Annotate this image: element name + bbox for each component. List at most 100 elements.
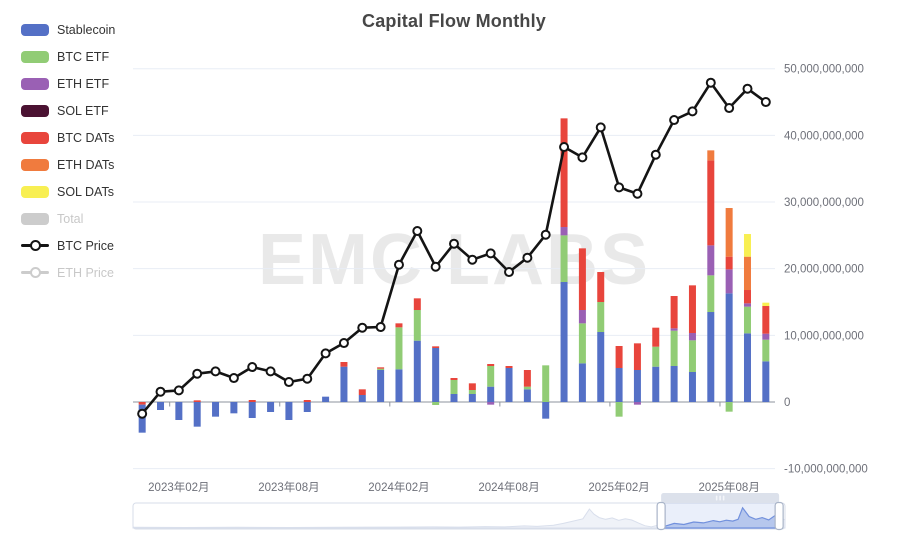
- price-marker: [669, 115, 680, 126]
- bar-segment: [523, 389, 531, 402]
- bar-segment: [450, 380, 458, 395]
- legend-item-eth-price[interactable]: ETH Price: [21, 259, 115, 286]
- legend-item-btc-dats[interactable]: BTC DATs: [21, 124, 115, 151]
- navigator-right-handle[interactable]: [774, 501, 784, 531]
- price-marker: [265, 366, 276, 377]
- price-marker: [320, 348, 331, 359]
- bar-segment: [670, 366, 678, 402]
- bar-segment: [450, 394, 458, 402]
- price-marker: [430, 261, 441, 272]
- bar-segment: [707, 312, 715, 402]
- bar-segment: [560, 282, 568, 402]
- bar-segment-negative: [230, 402, 238, 414]
- bar-segment: [762, 306, 770, 334]
- bar-segment: [505, 366, 513, 369]
- bar-segment: [340, 362, 348, 367]
- bar-segment-negative: [193, 402, 201, 427]
- bar-segment: [487, 364, 495, 367]
- price-marker: [357, 322, 368, 333]
- bar-segment: [395, 369, 403, 402]
- legend-line-symbol: [21, 267, 49, 278]
- bar-segment: [743, 290, 751, 304]
- bar-segment-negative: [432, 402, 440, 405]
- legend-item-btc-price[interactable]: BTC Price: [21, 232, 115, 259]
- legend-item-sol-etf[interactable]: SOL ETF: [21, 97, 115, 124]
- bar-segment: [725, 208, 733, 257]
- price-marker: [632, 188, 643, 199]
- bar-segment: [413, 310, 421, 341]
- y-axis-label: 30,000,000,000: [784, 197, 864, 209]
- legend-item-btc-etf[interactable]: BTC ETF: [21, 43, 115, 70]
- legend-item-eth-dats[interactable]: ETH DATs: [21, 151, 115, 178]
- price-marker: [522, 252, 533, 263]
- bar-segment: [542, 365, 550, 402]
- navigator-left-handle[interactable]: [656, 501, 666, 531]
- bar-segment: [597, 332, 605, 402]
- bar-segment: [578, 310, 586, 324]
- price-marker: [302, 373, 313, 384]
- y-axis-label: 50,000,000,000: [784, 64, 864, 76]
- price-marker: [742, 83, 753, 94]
- legend-label: BTC DATs: [57, 130, 115, 145]
- bar-segment: [560, 235, 568, 283]
- bar-segment: [487, 386, 495, 402]
- bar-segment-negative: [267, 402, 275, 412]
- bar-segment-negative: [175, 402, 183, 420]
- bar-segment: [743, 303, 751, 307]
- bar-segment: [468, 383, 476, 391]
- legend-label: Stablecoin: [57, 22, 116, 37]
- legend-item-sol-dats[interactable]: SOL DATs: [21, 178, 115, 205]
- price-marker: [687, 106, 698, 117]
- page-title: Capital Flow Monthly: [362, 11, 546, 31]
- bar-segment: [688, 285, 696, 334]
- price-marker: [559, 142, 570, 153]
- bar-segment: [743, 234, 751, 257]
- grip-dots-icon: [715, 495, 718, 501]
- bar-segment: [652, 327, 660, 347]
- bar-segment-negative: [542, 402, 550, 419]
- bar-segment: [707, 150, 715, 161]
- price-marker: [485, 248, 496, 259]
- bar-segment: [322, 396, 330, 402]
- bar-segment-negative: [725, 402, 733, 412]
- bar-segment: [707, 160, 715, 246]
- bar-segment: [578, 248, 586, 311]
- legend-label: Total: [57, 211, 84, 226]
- price-marker: [155, 386, 166, 397]
- bar-segment: [432, 348, 440, 402]
- legend-item-stablecoin[interactable]: Stablecoin: [21, 16, 115, 43]
- bar-segment: [597, 302, 605, 333]
- legend-swatch: [21, 131, 49, 144]
- bar-segment: [248, 400, 256, 402]
- bar-segment: [377, 367, 385, 369]
- price-marker: [449, 238, 459, 249]
- bar-segment: [560, 118, 568, 228]
- bar-segment: [358, 395, 366, 402]
- bar-segment-negative: [212, 402, 220, 417]
- price-marker: [247, 362, 258, 373]
- legend-item-eth-etf[interactable]: ETH ETF: [21, 70, 115, 97]
- bar-segment: [725, 256, 733, 270]
- navigator-selected-area: [661, 506, 780, 529]
- bar-segment: [670, 296, 678, 329]
- legend-line-marker: [29, 240, 41, 251]
- bar-segment-negative: [615, 402, 623, 417]
- legend-label: BTC ETF: [57, 49, 110, 64]
- legend-label: ETH ETF: [57, 76, 110, 91]
- bar-segment: [762, 339, 770, 362]
- bar-segment: [358, 389, 366, 396]
- bar-segment: [707, 245, 715, 276]
- legend: Stablecoin BTC ETF ETH ETF SOL ETF BTC DATs E…: [21, 16, 115, 286]
- x-axis-label: 2024年02月: [368, 480, 429, 494]
- price-marker: [283, 377, 294, 388]
- bar-segment: [560, 227, 568, 236]
- legend-item-total[interactable]: Total: [21, 205, 115, 232]
- bar-segment: [340, 366, 348, 402]
- bar-segment: [487, 366, 495, 387]
- bar-segment: [432, 346, 440, 349]
- bar-segment: [468, 390, 476, 395]
- bar-segment: [615, 368, 623, 402]
- bar-segment: [633, 370, 641, 402]
- bar-segment-negative: [248, 402, 256, 418]
